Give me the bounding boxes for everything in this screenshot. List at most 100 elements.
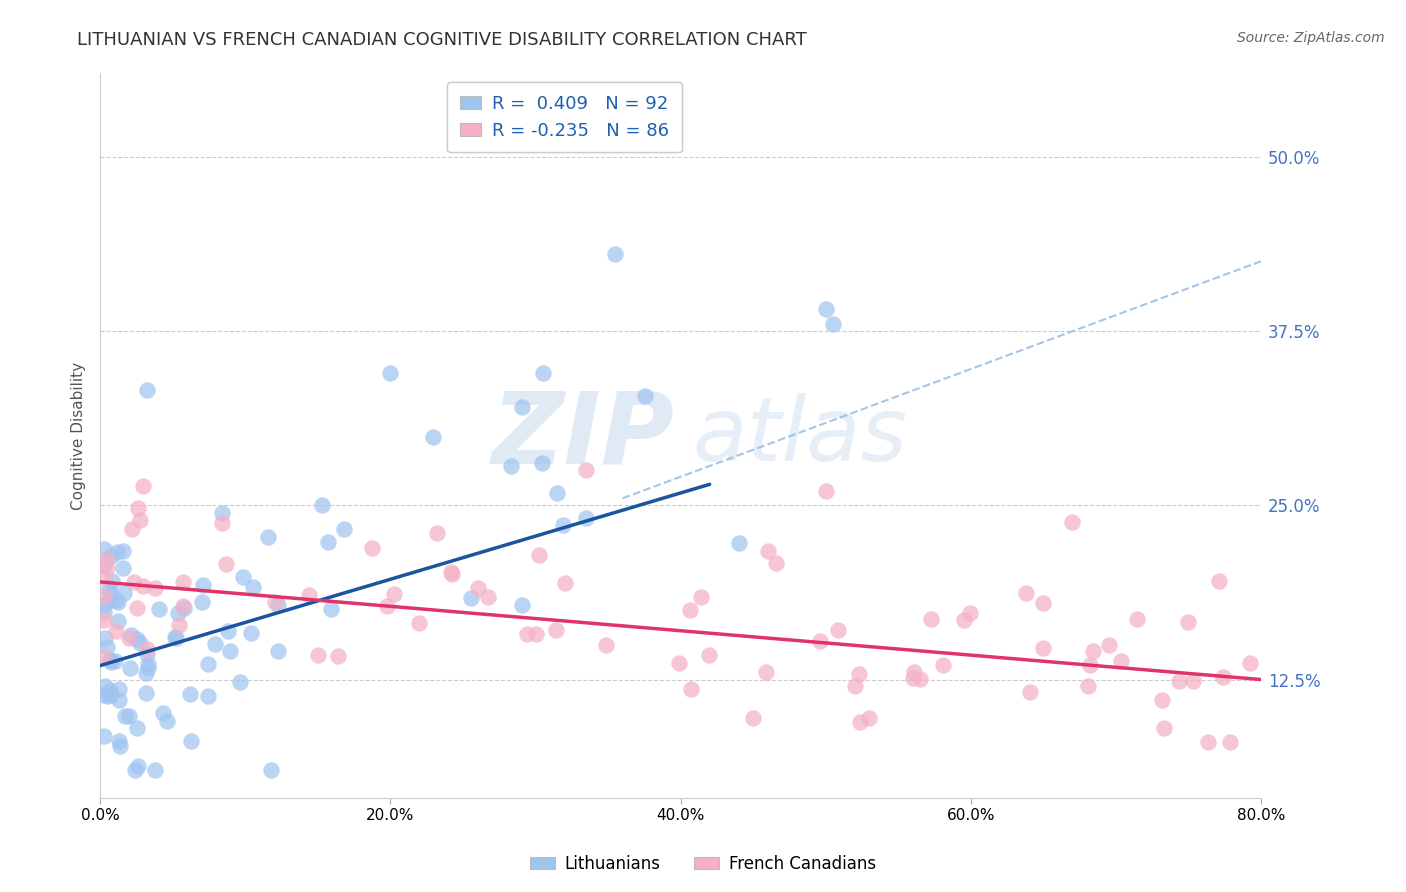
Point [844,679,866,693]
Point [510,599,533,613]
Point [100,688,122,702]
Point [96,552,118,566]
Point [107,614,129,628]
Point [1018,685,1040,699]
Point [128,513,150,527]
Point [129,636,152,650]
Point [1062,515,1084,529]
Text: ZIP: ZIP [492,387,675,484]
Legend: Lithuanians, French Canadians: Lithuanians, French Canadians [523,848,883,880]
Point [107,682,129,697]
Point [408,615,430,630]
Point [127,501,149,516]
Point [554,575,576,590]
Point [114,709,136,723]
Point [440,566,463,580]
Point [1153,721,1175,735]
Point [848,666,870,681]
Point [165,631,187,645]
Point [260,763,283,777]
Point [1081,644,1104,658]
Point [127,759,149,773]
Point [197,690,219,704]
Point [93,606,115,620]
Point [173,601,195,615]
Point [821,317,844,331]
Point [755,665,778,679]
Point [96,560,118,574]
Point [152,706,174,721]
Point [441,567,464,582]
Point [136,661,159,675]
Point [266,644,288,658]
Point [127,600,149,615]
Point [93,559,115,574]
Y-axis label: Cognitive Disability: Cognitive Disability [72,361,86,509]
Point [191,595,214,609]
Point [311,498,333,512]
Point [136,657,159,672]
Point [104,655,127,669]
Point [575,463,598,477]
Point [1208,574,1230,588]
Point [211,507,233,521]
Point [118,631,141,645]
Point [1239,656,1261,670]
Point [264,594,287,608]
Point [527,549,550,563]
Point [510,400,533,414]
Point [307,648,329,662]
Point [124,763,146,777]
Point [197,657,219,671]
Point [100,653,122,667]
Point [135,686,157,700]
Text: Source: ZipAtlas.com: Source: ZipAtlas.com [1237,31,1385,45]
Point [180,734,202,748]
Point [229,675,252,690]
Point [167,606,190,620]
Point [953,613,976,627]
Point [93,570,115,584]
Point [242,580,264,594]
Point [94,631,117,645]
Point [267,599,290,613]
Point [172,599,194,614]
Point [1109,655,1132,669]
Point [179,687,201,701]
Point [531,366,554,380]
Point [112,561,135,575]
Point [668,656,690,670]
Point [125,632,148,646]
Point [814,302,837,317]
Point [1212,669,1234,683]
Point [827,623,849,637]
Point [215,557,238,571]
Point [380,366,402,380]
Point [211,516,233,530]
Point [546,623,568,637]
Point [93,542,115,557]
Point [112,586,135,600]
Point [382,587,405,601]
Point [93,729,115,743]
Point [135,383,157,397]
Point [107,693,129,707]
Point [143,763,166,777]
Point [96,640,118,654]
Point [118,708,141,723]
Point [97,581,120,595]
Point [546,486,568,500]
Point [501,458,523,473]
Point [318,534,340,549]
Point [136,641,159,656]
Legend: R =  0.409   N = 92, R = -0.235   N = 86: R = 0.409 N = 92, R = -0.235 N = 86 [447,82,682,153]
Point [959,607,981,621]
Point [105,545,128,559]
Point [191,578,214,592]
Point [908,672,931,686]
Point [93,688,115,702]
Point [1181,673,1204,688]
Point [531,456,554,470]
Point [108,739,131,754]
Point [1032,596,1054,610]
